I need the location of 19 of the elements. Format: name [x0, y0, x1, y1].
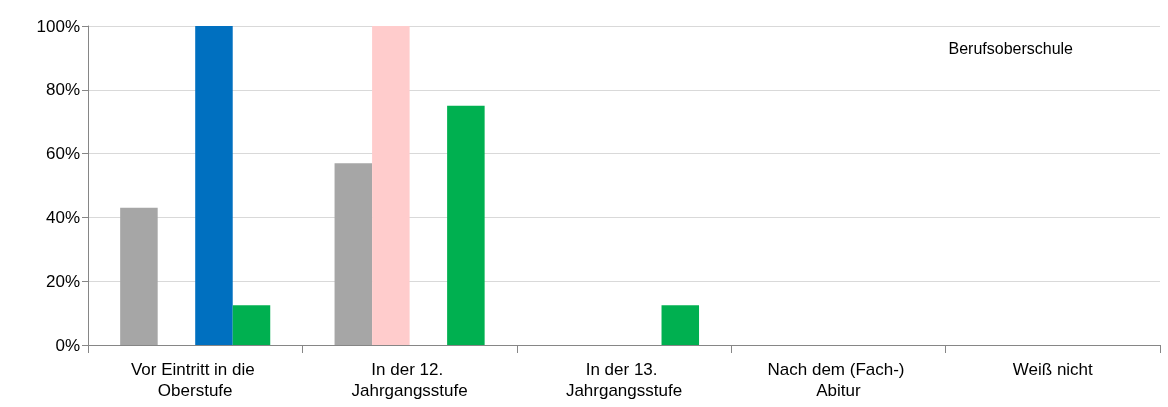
bar — [661, 305, 700, 345]
y-tick-label: 0% — [55, 335, 80, 355]
y-tick-label: 40% — [45, 207, 80, 227]
bar — [120, 207, 158, 345]
x-tick-label: In der 13. Jahrgangsstufe — [565, 360, 683, 400]
bar — [372, 26, 410, 345]
y-tick-label: 80% — [45, 80, 80, 100]
annotation: Berufsoberschule — [948, 39, 1074, 57]
x-tick-label: In der 12. Jahrgangsstufe — [351, 360, 468, 400]
bar — [232, 305, 271, 345]
bar — [334, 163, 373, 345]
y-tick-label: 20% — [45, 271, 80, 291]
x-tick-label: Nach dem (Fach-) Abitur — [767, 360, 910, 400]
bar — [447, 105, 485, 345]
x-tick-label: Vor Eintritt in die Oberstufe — [130, 360, 260, 400]
y-tick-label: 60% — [45, 144, 80, 164]
y-tick-label: 100% — [36, 16, 80, 36]
x-tick-label: Weiß nicht — [1012, 360, 1094, 379]
bar — [195, 26, 233, 345]
